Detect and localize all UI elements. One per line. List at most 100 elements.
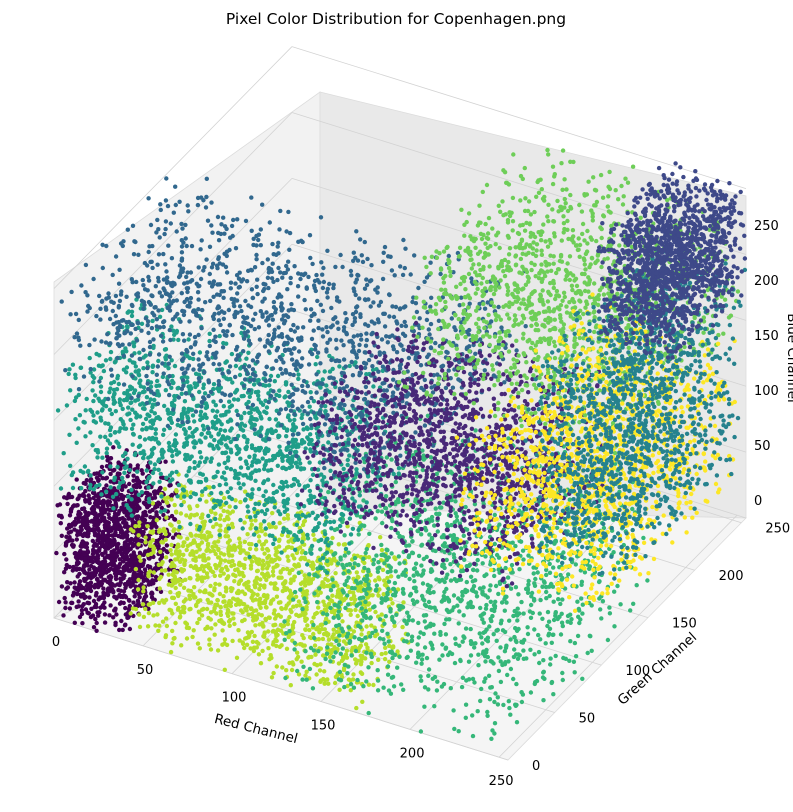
data-point xyxy=(176,519,181,525)
data-point xyxy=(284,507,290,512)
data-point xyxy=(371,557,377,562)
data-point xyxy=(81,592,86,597)
data-point xyxy=(300,606,305,612)
data-point xyxy=(470,713,475,718)
data-point xyxy=(363,608,369,614)
data-point xyxy=(93,511,98,516)
data-point xyxy=(106,533,112,538)
data-point xyxy=(88,583,94,589)
data-point xyxy=(361,556,366,561)
data-point xyxy=(468,639,474,644)
data-point xyxy=(368,634,373,639)
data-point xyxy=(205,546,210,551)
data-point xyxy=(268,559,273,564)
data-point xyxy=(232,621,237,627)
data-point xyxy=(248,646,253,651)
data-point xyxy=(111,589,116,594)
data-point xyxy=(551,632,556,637)
data-point xyxy=(416,620,421,626)
data-point xyxy=(129,513,135,518)
data-point xyxy=(94,628,99,633)
data-point xyxy=(111,615,116,620)
data-point xyxy=(255,592,260,597)
data-point xyxy=(495,695,500,700)
data-point xyxy=(300,580,305,585)
data-point xyxy=(302,573,307,578)
data-point xyxy=(222,599,227,604)
data-point xyxy=(207,637,212,642)
data-point xyxy=(151,613,156,618)
data-point xyxy=(470,587,475,593)
data-point xyxy=(480,561,485,566)
data-point xyxy=(430,646,435,651)
data-point xyxy=(514,720,520,725)
data-point xyxy=(307,635,313,640)
data-point xyxy=(82,464,88,469)
data-point xyxy=(122,470,127,475)
data-point xyxy=(207,591,212,596)
data-point xyxy=(212,586,217,591)
data-point xyxy=(304,669,309,674)
data-point xyxy=(273,622,278,627)
data-point xyxy=(546,631,552,636)
data-point xyxy=(158,549,163,554)
data-point xyxy=(63,566,69,571)
data-point xyxy=(116,533,121,539)
data-point xyxy=(312,635,317,641)
data-point xyxy=(477,631,482,636)
data-point xyxy=(148,540,153,545)
data-point xyxy=(422,645,428,650)
data-point xyxy=(120,496,126,502)
data-point xyxy=(340,646,345,651)
data-point xyxy=(234,451,240,457)
data-point xyxy=(83,408,88,413)
data-point xyxy=(152,467,157,472)
data-point xyxy=(296,613,301,619)
data-point xyxy=(511,676,516,682)
data-point xyxy=(421,613,427,618)
data-point xyxy=(484,627,489,632)
data-point xyxy=(100,506,106,512)
data-point xyxy=(189,533,194,538)
data-point xyxy=(92,490,97,496)
data-point xyxy=(251,648,257,654)
data-point xyxy=(451,593,457,598)
data-point xyxy=(525,590,531,595)
data-point xyxy=(538,637,543,642)
data-point xyxy=(230,586,235,591)
data-point xyxy=(330,535,335,541)
data-point xyxy=(223,564,229,570)
data-point xyxy=(82,576,87,582)
data-point xyxy=(193,384,198,390)
data-point xyxy=(236,481,241,486)
data-point xyxy=(286,529,291,535)
data-point xyxy=(80,621,85,626)
data-point xyxy=(480,641,485,646)
data-point xyxy=(208,518,213,524)
data-point xyxy=(442,621,447,627)
data-point xyxy=(79,527,84,532)
data-point xyxy=(526,582,531,587)
data-point xyxy=(340,633,345,638)
data-point xyxy=(174,469,179,475)
data-point xyxy=(367,531,372,536)
data-point xyxy=(216,539,221,544)
data-point xyxy=(168,548,173,553)
data-point xyxy=(315,599,320,605)
data-point xyxy=(121,548,127,553)
data-point xyxy=(153,577,159,583)
data-point xyxy=(197,542,202,548)
data-point xyxy=(112,558,118,563)
data-point xyxy=(67,606,73,611)
data-point xyxy=(263,532,268,537)
data-point xyxy=(474,594,480,599)
data-point xyxy=(159,494,164,499)
data-point xyxy=(364,500,369,505)
data-point xyxy=(81,568,87,574)
data-point xyxy=(282,619,287,624)
data-point xyxy=(78,365,83,370)
data-point xyxy=(104,450,109,456)
data-point xyxy=(85,584,90,589)
data-point xyxy=(124,365,130,370)
data-point xyxy=(136,533,141,538)
